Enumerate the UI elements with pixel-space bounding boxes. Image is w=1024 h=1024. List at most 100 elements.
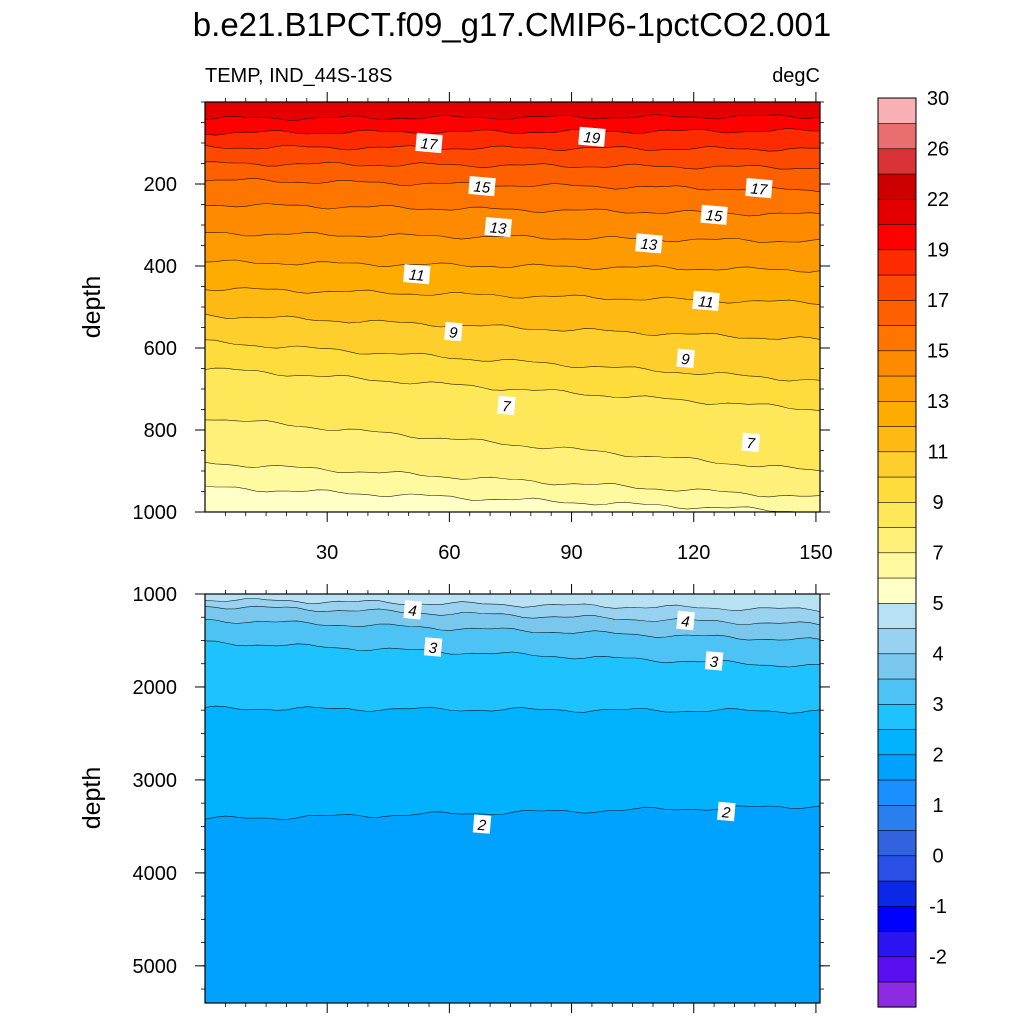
x-tick-label: 120 xyxy=(677,542,710,564)
contour-label: 7 xyxy=(741,432,761,453)
contour-label-box xyxy=(692,290,720,311)
colorbar-box xyxy=(877,173,917,200)
contour-label-box xyxy=(444,321,463,342)
contour-label-text: 4 xyxy=(408,602,418,620)
colorbar-box xyxy=(877,627,917,655)
contour-label: 4 xyxy=(676,610,695,631)
colorbar-label: 22 xyxy=(927,189,949,211)
contour-label-box xyxy=(423,637,443,657)
colorbar-box xyxy=(877,122,917,150)
x-tick-label: 30 xyxy=(316,542,338,564)
colorbar-label: 9 xyxy=(932,492,943,514)
plot-area: 4 4 3 3 2 2 xyxy=(205,594,820,1003)
y-tick-label: 1000 xyxy=(133,584,178,606)
subtitle-left: TEMP, IND_44S-18S xyxy=(205,65,393,87)
contour-label-text: 7 xyxy=(746,435,756,453)
colorbar-label: 15 xyxy=(927,341,949,363)
colorbar-box xyxy=(877,981,917,1008)
contour-label-box xyxy=(704,651,724,671)
y-tick-label: 4000 xyxy=(133,863,178,885)
contour-label: 3 xyxy=(423,637,443,657)
contour-label-text: 9 xyxy=(448,324,458,342)
y-axis-label-upper: depth xyxy=(78,276,106,339)
colorbar-box xyxy=(877,451,917,478)
colorbar-box xyxy=(877,728,917,756)
upper-panel: 17 19 17 15 15 13 13 11 11 9 9 7 7 30 60 90 120 150 200 400… xyxy=(133,92,833,564)
colorbar-label: -2 xyxy=(929,947,947,969)
contour-line xyxy=(205,805,820,820)
contour-label-text: 2 xyxy=(476,817,487,835)
contour-label: 9 xyxy=(444,321,463,342)
colorbar-box xyxy=(877,804,917,831)
contour-label: 13 xyxy=(635,233,663,254)
contour-label: 13 xyxy=(484,217,512,238)
y-tick-label: 800 xyxy=(144,420,177,442)
contour-label: 17 xyxy=(415,132,443,154)
plot-area: 17 19 17 15 15 13 13 11 11 9 9 7 7 xyxy=(205,102,820,512)
colorbar-box xyxy=(877,324,917,352)
contour-label: 2 xyxy=(717,801,736,822)
contour-line xyxy=(205,419,820,471)
contour-line xyxy=(205,598,820,612)
panel-frame xyxy=(204,593,821,1004)
colorbar: -2 -1 0 1 2 3 4 5 7 9 11 13 15 17 19 22 26 30 xyxy=(877,88,949,1008)
y-tick-label: 1000 xyxy=(133,502,178,524)
colorbar-box xyxy=(877,425,917,453)
contour-label-box xyxy=(468,176,496,197)
contour-label-box xyxy=(497,395,516,416)
contour-label-text: 17 xyxy=(420,135,439,153)
colorbar-box xyxy=(877,299,917,326)
x-tick-label: 150 xyxy=(799,542,832,564)
colorbar-label: 11 xyxy=(928,442,949,464)
colorbar-box xyxy=(877,602,917,629)
colorbar-box xyxy=(877,375,917,402)
contour-label-text: 17 xyxy=(750,180,769,198)
contour-label: 11 xyxy=(692,290,720,312)
contour-label-box xyxy=(717,801,736,822)
colorbar-box xyxy=(877,97,917,124)
contour-label-box xyxy=(700,204,728,225)
contour-line xyxy=(205,128,820,136)
contour-label-box xyxy=(403,264,431,285)
contour-label-text: 13 xyxy=(489,219,508,237)
contour-label-text: 11 xyxy=(408,267,425,285)
contour-label-text: 11 xyxy=(697,293,714,311)
chart-title: b.e21.B1PCT.f09_g17.CMIP6-1pctCO2.001 xyxy=(193,6,831,43)
contour-line xyxy=(205,705,820,714)
contour-label-text: 19 xyxy=(583,129,602,147)
colorbar-box xyxy=(877,476,917,503)
subtitle-right: degC xyxy=(772,65,820,87)
colorbar-label: 7 xyxy=(932,543,943,565)
colorbar-frame xyxy=(877,97,917,1008)
contour-line xyxy=(205,367,820,411)
contour-label-box xyxy=(415,132,443,154)
colorbar-box xyxy=(877,552,917,579)
contour-band xyxy=(205,594,820,612)
y-tick-label: 2000 xyxy=(133,677,178,699)
colorbar-box xyxy=(877,400,917,427)
contour-label-box xyxy=(745,178,773,199)
colorbar-box xyxy=(877,249,917,276)
y-axis-label-lower: depth xyxy=(78,767,106,830)
colorbar-box xyxy=(877,501,917,528)
colorbar-box xyxy=(877,577,917,604)
contour-label-box xyxy=(676,610,695,631)
contour-label-text: 7 xyxy=(501,398,511,416)
contour-label-text: 2 xyxy=(720,804,731,822)
y-tick-label: 5000 xyxy=(133,956,178,978)
contour-line xyxy=(205,144,820,152)
contour-line xyxy=(205,313,820,340)
colorbar-label: 13 xyxy=(927,391,949,413)
contour-line xyxy=(205,462,820,498)
contour-label: 7 xyxy=(497,395,516,416)
contour-line xyxy=(205,485,820,512)
colorbar-box xyxy=(877,829,917,857)
contour-label: 4 xyxy=(403,600,422,620)
contour-label-text: 4 xyxy=(681,613,691,631)
contour-label: 2 xyxy=(472,814,492,835)
colorbar-label: 3 xyxy=(932,694,943,716)
colorbar-box xyxy=(877,198,917,225)
colorbar-label: 5 xyxy=(932,593,943,615)
contour-label-box xyxy=(578,126,606,147)
